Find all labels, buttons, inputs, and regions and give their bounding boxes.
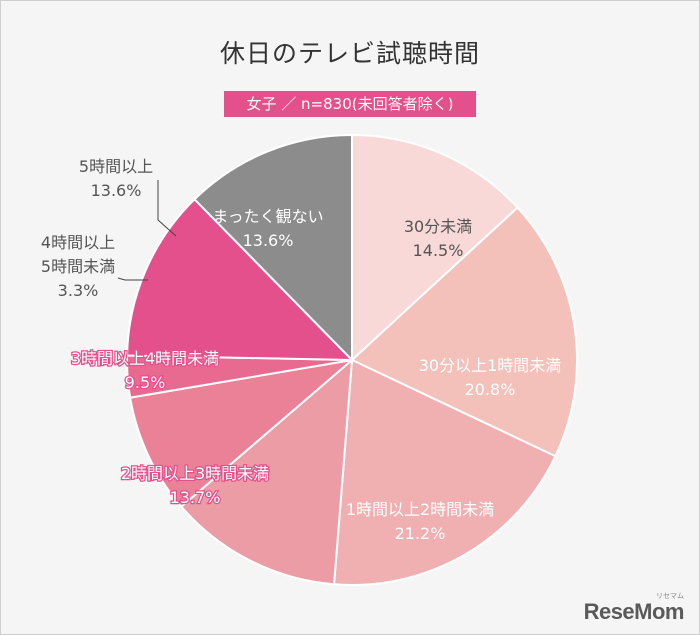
- pie-slice: [126, 197, 355, 362]
- logo-subtext: リセマム: [656, 592, 684, 600]
- pie-slice: [179, 357, 354, 586]
- pie-slice: [350, 206, 578, 458]
- leader-line: [117, 277, 148, 281]
- slice-label: 5時間以上 13.6%: [79, 157, 153, 200]
- pie-slice: [351, 133, 519, 363]
- pie-slice: [332, 358, 557, 586]
- chart-title: 休日のテレビ試聴時間: [219, 39, 480, 68]
- slice-label: 30分未満 14.5%: [404, 217, 472, 260]
- slice-label: 30分以上1時間未満 20.8%: [419, 356, 562, 399]
- pie-slice: [193, 133, 353, 363]
- chart-subtitle: 女子 ／ n=830(未回答者除く): [224, 91, 476, 117]
- leader-line: [157, 180, 177, 237]
- slice-label: 4時間以上 5時間未満 3.3%: [41, 233, 115, 300]
- slice-label: 2時間以上3時間未満 13.7%: [121, 464, 269, 507]
- slice-label: 1時間以上2時間未満 21.2%: [346, 500, 494, 543]
- resemom-logo: ReseMom: [583, 599, 685, 624]
- slice-label: 3時間以上4時間未満 9.5%: [71, 349, 219, 392]
- pie-slice: [129, 358, 356, 509]
- slice-label: まったく観ない 13.6%: [212, 207, 323, 250]
